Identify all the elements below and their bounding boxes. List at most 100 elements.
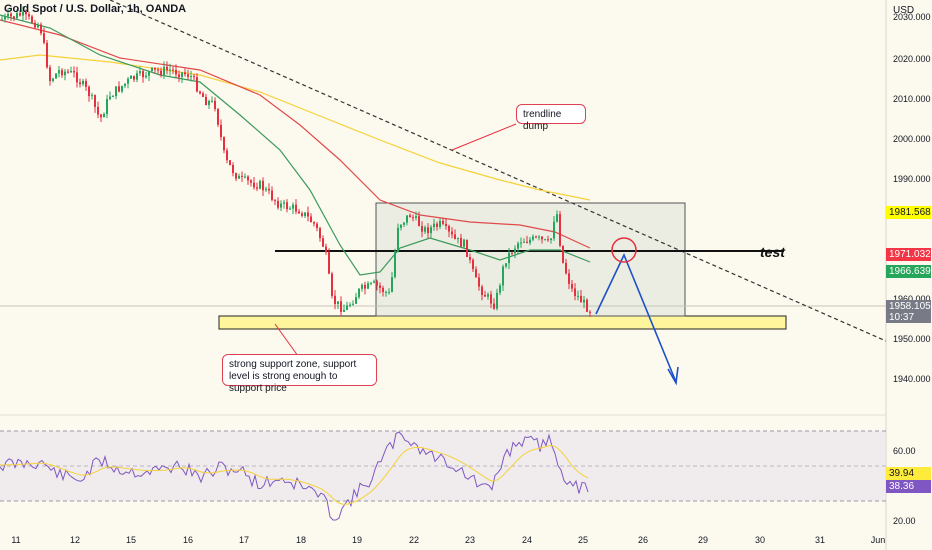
date-tick-label: 16 (183, 535, 193, 545)
candle-body (544, 239, 546, 241)
candle-body (211, 100, 213, 102)
candle-body (34, 22, 36, 28)
candle-body (388, 291, 390, 293)
rsi-tick-label: 60.00 (893, 446, 916, 456)
candle-body (289, 208, 291, 210)
candle-body (79, 82, 81, 85)
date-tick-label: 31 (815, 535, 825, 545)
candle-body (376, 281, 378, 286)
candle-body (130, 75, 132, 79)
candle-body (253, 182, 255, 188)
candle-body (559, 214, 561, 246)
candle-body (460, 237, 462, 247)
trendline-callout[interactable]: trendline dump (516, 104, 586, 132)
candle-body (25, 12, 27, 15)
candle-body (499, 285, 501, 293)
chart-title: Gold Spot / U.S. Dollar, 1h, OANDA (4, 3, 187, 15)
candle-body (502, 266, 504, 286)
candle-body (157, 69, 159, 71)
candle-body (406, 215, 408, 223)
candle-body (478, 277, 480, 287)
candle-body (505, 263, 507, 267)
candle-body (580, 295, 582, 303)
candle-body (589, 311, 591, 313)
candle-body (292, 204, 294, 209)
candle-body (565, 262, 567, 274)
candle-body (535, 236, 537, 238)
candle-body (232, 164, 234, 174)
candle-body (124, 83, 126, 86)
candle-body (367, 283, 369, 289)
candle-body (58, 70, 60, 74)
candle-body (442, 220, 444, 224)
candle-body (37, 24, 39, 28)
descending-trendline[interactable] (109, 0, 887, 342)
support-callout[interactable]: strong support zone, support level is st… (222, 354, 377, 394)
range-box[interactable] (375, 202, 686, 317)
candle-body (82, 80, 84, 85)
rsi-value-badge: 39.94 (886, 467, 931, 480)
support-zone[interactable] (218, 315, 787, 330)
candle-body (265, 188, 267, 191)
candle-body (139, 71, 141, 74)
candle-body (541, 236, 543, 240)
candle-body (325, 246, 327, 253)
candle-body (220, 124, 222, 138)
rsi-signal-badge: 38.36 (886, 480, 931, 493)
date-tick-label: 15 (126, 535, 136, 545)
candle-body (301, 213, 303, 216)
candle-body (457, 237, 459, 239)
candle-body (343, 309, 345, 312)
test-label: test (760, 244, 786, 260)
ma-red-line (0, 19, 591, 249)
candle-body (487, 294, 489, 297)
candle-body (136, 73, 138, 80)
candle-body (373, 281, 375, 283)
candle-body (286, 202, 288, 210)
candle-body (97, 106, 99, 115)
date-tick-label: 24 (522, 535, 532, 545)
forecast-arrow[interactable] (595, 253, 677, 383)
candle-body (22, 12, 24, 16)
candle-body (550, 238, 552, 240)
candle-body (226, 150, 228, 161)
date-tick-label: Jun (871, 535, 886, 545)
candle-body (577, 295, 579, 297)
candle-body (583, 299, 585, 303)
candle-body (154, 67, 156, 70)
candle-body (103, 113, 105, 118)
candle-body (322, 238, 324, 247)
candle-body (13, 16, 15, 19)
candle-body (298, 211, 300, 214)
date-tick-label: 25 (578, 535, 588, 545)
candle-body (574, 288, 576, 296)
candle-body (121, 85, 123, 92)
candle-body (397, 227, 399, 252)
candle-body (514, 248, 516, 254)
price-tick-label: 2000.000 (893, 134, 931, 144)
price-axis[interactable]: 2020.000 2010.000 2000.000 1990.000 1960.000… (893, 12, 931, 384)
last-price-value: 1958.105 (889, 301, 931, 312)
candle-body (529, 239, 531, 243)
candle-body (19, 13, 21, 16)
candle-body (94, 95, 96, 107)
candle-body (547, 239, 549, 241)
candle-body (532, 236, 534, 240)
candle-body (427, 227, 429, 234)
date-tick-label: 11 (11, 535, 20, 545)
candle-body (43, 33, 45, 43)
test-circle[interactable] (611, 237, 637, 263)
candle-body (244, 176, 246, 178)
candle-body (508, 252, 510, 264)
candle-body (88, 86, 90, 97)
candle-body (454, 234, 456, 239)
candle-body (106, 99, 108, 114)
date-axis[interactable]: 11 12 15 16 17 18 19 22 23 24 25 26 29 30 31 Jun (11, 535, 885, 545)
candle-body (268, 188, 270, 191)
candle-body (142, 71, 144, 78)
ma-green-badge: 1966.639 (886, 265, 931, 278)
candle-body (4, 16, 6, 20)
price-tick-label: 1960.000 (893, 294, 931, 304)
